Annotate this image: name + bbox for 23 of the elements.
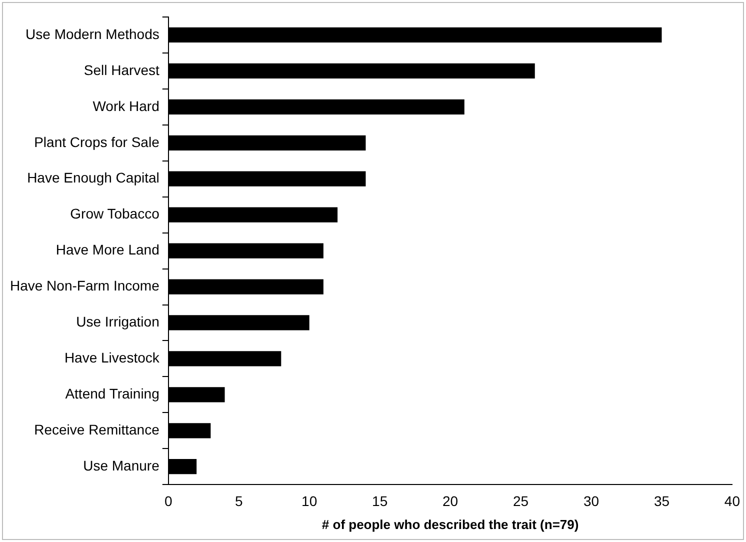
x-tick-label: 10 [302, 492, 318, 509]
y-tick-label: Have Enough Capital [27, 170, 160, 186]
x-tick-label: 5 [234, 492, 243, 509]
y-tick-label: Grow Tobacco [70, 206, 160, 222]
x-tick-label: 25 [512, 492, 529, 509]
y-tick-label: Use Manure [83, 457, 160, 474]
y-tick-label: Have Non-Farm Income [10, 278, 160, 294]
y-tick-label: Have Livestock [64, 350, 160, 366]
y-tick-label: Use Modern Methods [26, 26, 160, 42]
x-tick-label: 15 [372, 492, 388, 509]
x-tick-label: 40 [724, 492, 740, 509]
y-tick-label: Receive Remittance [34, 422, 160, 438]
x-axis-title: # of people who described the trait (n=79) [322, 516, 579, 532]
y-tick-label: Work Hard [92, 98, 160, 114]
x-tick-label: 35 [654, 492, 670, 509]
y-tick-label: Plant Crops for Sale [34, 134, 160, 150]
x-tick-label: 20 [442, 492, 458, 509]
y-tick-label: Have More Land [56, 242, 160, 258]
y-tick-label: Attend Training [65, 386, 160, 402]
y-tick-label: Use Irrigation [76, 314, 160, 330]
x-tick-label: 0 [164, 492, 172, 509]
y-tick-label: Sell Harvest [84, 62, 160, 78]
x-tick-label: 30 [583, 492, 600, 509]
